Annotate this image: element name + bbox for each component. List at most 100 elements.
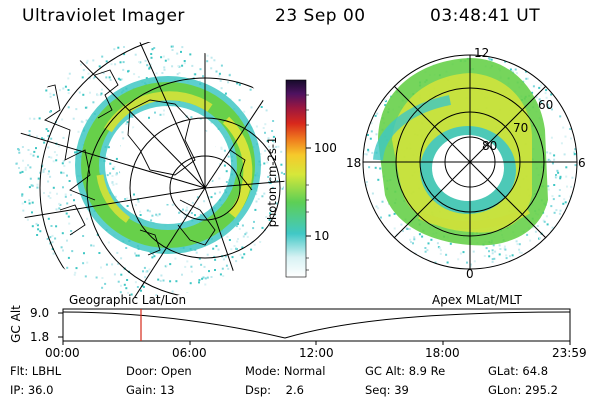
emission-pixel (552, 198, 555, 201)
emission-pixel (374, 166, 377, 169)
emission-pixel (213, 255, 216, 258)
emission-pixel (540, 84, 542, 87)
emission-pixel (531, 91, 534, 94)
emission-pixel (498, 253, 501, 256)
emission-pixel (104, 282, 107, 285)
emission-pixel (236, 240, 239, 243)
emission-pixel (24, 200, 27, 203)
emission-pixel (377, 207, 380, 210)
emission-pixel (139, 214, 142, 216)
emission-pixel (194, 73, 197, 76)
timeline-xtick-1800: 18:00 (425, 346, 460, 360)
emission-pixel (514, 68, 517, 71)
emission-pixel (99, 94, 102, 96)
emission-pixel (70, 194, 72, 196)
emission-pixel (237, 238, 239, 240)
emission-pixel (552, 162, 554, 165)
mlat-label-70: 70 (513, 121, 529, 135)
emission-pixel (148, 116, 150, 119)
emission-pixel (127, 70, 129, 73)
emission-pixel (535, 96, 538, 99)
emission-pixel (119, 291, 122, 294)
emission-pixel (183, 62, 186, 65)
emission-pixel (272, 120, 275, 122)
emission-pixel (110, 63, 113, 66)
emission-pixel (47, 180, 50, 183)
emission-pixel (113, 273, 116, 276)
emission-pixel (137, 254, 140, 257)
emission-pixel (380, 216, 382, 219)
emission-pixel (563, 198, 566, 201)
left-aurora-image (15, 45, 285, 297)
emission-pixel (28, 130, 31, 133)
emission-pixel (505, 257, 508, 260)
emission-pixel (226, 235, 229, 238)
emission-pixel (74, 271, 77, 274)
emission-pixel (186, 260, 189, 263)
colorbar-unit-label: photon cm-2s-1 (265, 136, 279, 228)
emission-pixel (469, 265, 472, 268)
emission-pixel (86, 217, 89, 220)
emission-pixel (78, 210, 81, 213)
emission-pixel (565, 175, 568, 178)
emission-pixel (363, 153, 366, 156)
emission-pixel (271, 130, 274, 132)
emission-pixel (245, 231, 248, 234)
emission-pixel (256, 189, 259, 192)
emission-pixel (56, 192, 58, 195)
mlt-label-12: 12 (474, 46, 490, 60)
emission-pixel (82, 262, 85, 265)
emission-pixel (439, 249, 442, 252)
emission-pixel (117, 262, 120, 265)
time-label: 03:48:41 UT (430, 6, 541, 26)
emission-pixel (67, 92, 70, 95)
emission-pixel (553, 158, 556, 161)
emission-pixel (169, 263, 172, 266)
emission-pixel (62, 249, 64, 252)
emission-pixel (267, 145, 270, 148)
emission-pixel (201, 277, 204, 280)
emission-pixel (92, 77, 95, 80)
emission-pixel (29, 166, 32, 169)
emission-pixel (238, 83, 241, 86)
left-panel-caption: Geographic Lat/Lon (69, 293, 187, 307)
emission-pixel (117, 280, 120, 283)
emission-pixel (550, 93, 553, 96)
emission-pixel (150, 56, 153, 59)
emission-pixel (555, 174, 557, 177)
emission-pixel (427, 242, 430, 245)
emission-pixel (238, 227, 241, 230)
emission-pixel (116, 251, 119, 254)
emission-pixel (438, 246, 441, 249)
mlat-label-60: 60 (538, 98, 554, 112)
emission-pixel (155, 213, 158, 216)
emission-pixel (274, 214, 277, 217)
emission-pixel (549, 159, 552, 162)
emission-pixel (119, 78, 122, 81)
emission-pixel (80, 63, 82, 66)
emission-pixel (555, 209, 558, 212)
emission-pixel (22, 209, 25, 212)
emission-pixel (275, 145, 278, 148)
emission-pixel (384, 104, 387, 107)
emission-pixel (52, 252, 55, 255)
emission-pixel (374, 114, 377, 117)
emission-pixel (124, 198, 127, 200)
emission-pixel (142, 270, 144, 273)
emission-pixel (125, 287, 128, 290)
emission-pixel (115, 157, 118, 160)
emission-pixel (199, 68, 202, 71)
emission-pixel (224, 255, 227, 258)
emission-pixel (559, 115, 562, 118)
emission-pixel (18, 151, 21, 154)
emission-pixel (85, 207, 88, 210)
emission-pixel (70, 230, 73, 232)
emission-pixel (101, 277, 104, 279)
emission-pixel (125, 122, 128, 125)
emission-pixel (246, 235, 249, 238)
instrument-title: Ultraviolet Imager (22, 6, 185, 26)
emission-pixel (223, 164, 226, 167)
emission-pixel (274, 166, 277, 169)
emission-pixel (219, 273, 222, 276)
emission-pixel (255, 125, 258, 128)
